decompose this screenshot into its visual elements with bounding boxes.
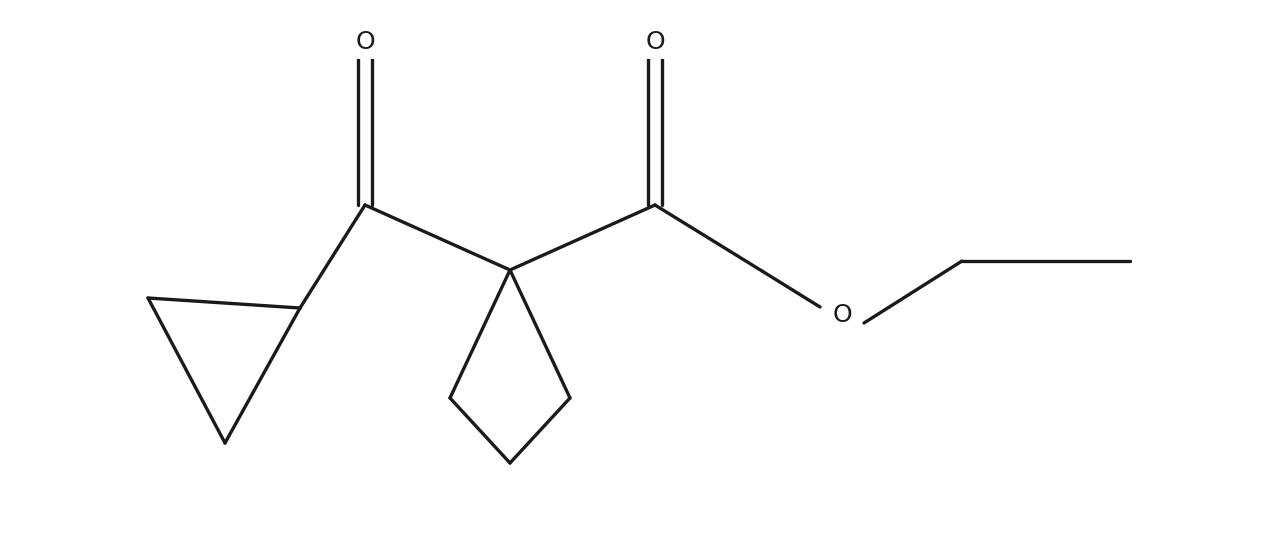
Text: O: O — [355, 30, 375, 54]
Text: O: O — [645, 30, 665, 54]
Text: O: O — [833, 303, 852, 327]
